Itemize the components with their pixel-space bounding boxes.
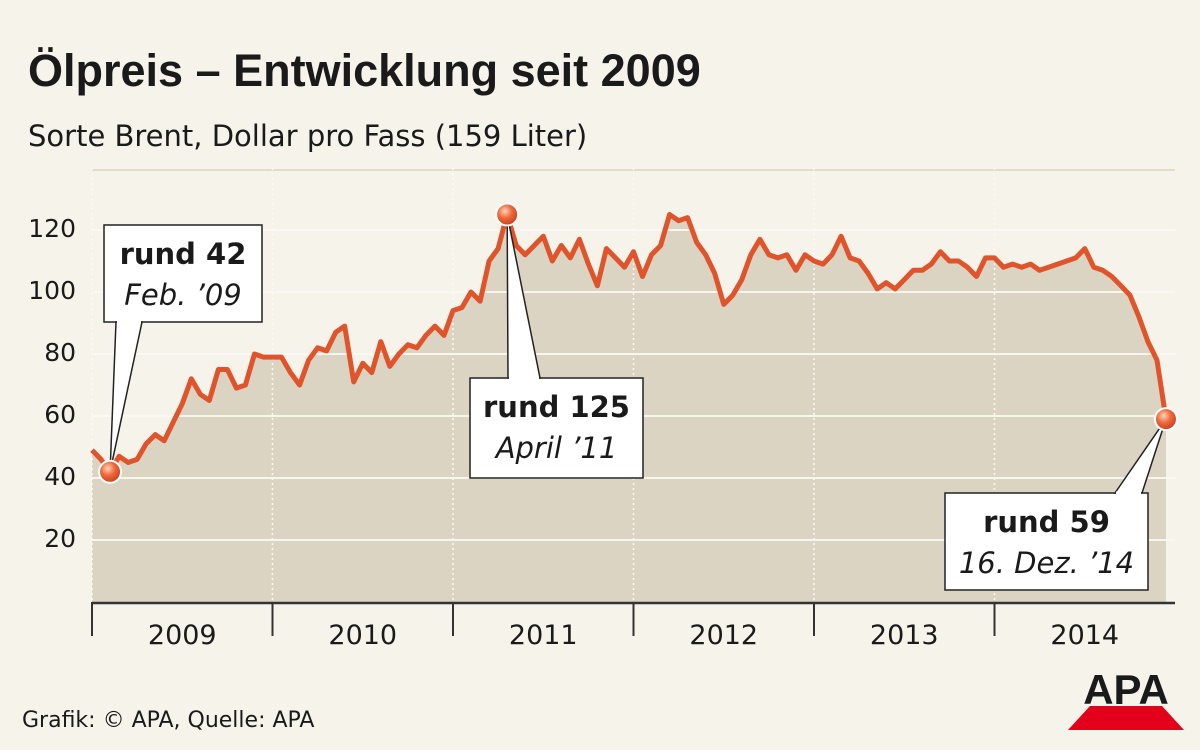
footer: Grafik: © APA, Quelle: APA bbox=[22, 708, 314, 733]
annotation-date: Feb. ’09 bbox=[124, 278, 242, 312]
y-tick-label: 20 bbox=[44, 524, 76, 553]
x-tick-label: 2012 bbox=[689, 620, 758, 651]
line bbox=[90, 212, 1169, 475]
annotation-label: rund 59 bbox=[983, 505, 1110, 539]
y-tick-label: 80 bbox=[44, 338, 76, 367]
annotation-marker bbox=[98, 459, 123, 484]
logo: APA bbox=[1083, 666, 1169, 713]
chart-title: Ölpreis – Entwicklung seit 2009 bbox=[28, 45, 701, 96]
x-tick-label: 2009 bbox=[148, 620, 217, 651]
y-tick-label: 60 bbox=[44, 400, 76, 429]
x-tick-label: 2013 bbox=[870, 620, 939, 651]
annotation-box bbox=[103, 224, 263, 323]
y-tick-label: 100 bbox=[28, 276, 76, 305]
logo-mark bbox=[1068, 706, 1184, 730]
annotation-marker bbox=[495, 202, 520, 227]
x-tick-label: 2014 bbox=[1050, 620, 1119, 651]
annotation-box bbox=[469, 377, 644, 479]
annotation-marker bbox=[1153, 407, 1178, 432]
annotation-box bbox=[944, 492, 1149, 591]
annotation-date: 16. Dez. ’14 bbox=[959, 546, 1134, 580]
y-tick-label: 120 bbox=[28, 214, 76, 243]
annotation-date: April ’11 bbox=[494, 431, 618, 465]
chart-subtitle: Sorte Brent, Dollar pro Fass (159 Liter) bbox=[28, 119, 587, 153]
x-tick-label: 2010 bbox=[328, 620, 397, 651]
x-tick-label: 2011 bbox=[509, 620, 578, 651]
annotation-label: rund 42 bbox=[120, 237, 247, 271]
y-tick-label: 40 bbox=[44, 462, 76, 491]
annotation-label: rund 125 bbox=[483, 390, 630, 424]
